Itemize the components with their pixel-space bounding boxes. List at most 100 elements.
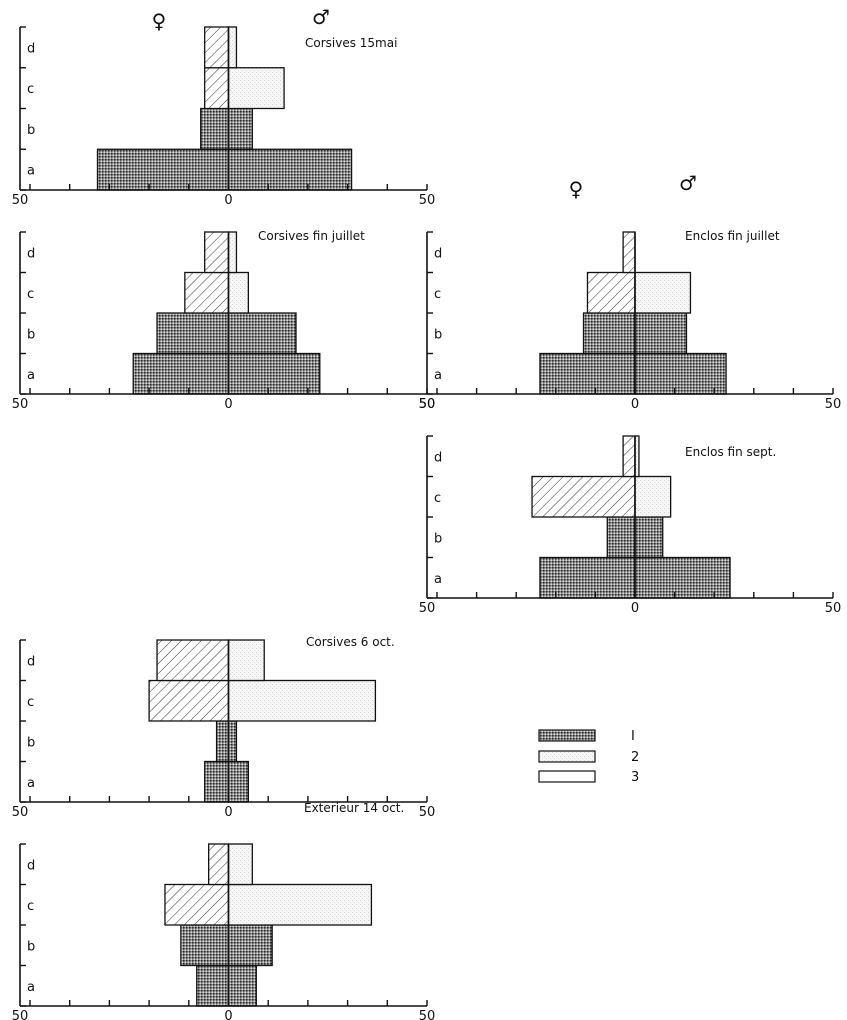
x-tick-label: 0 [631,601,639,616]
pyramid-chart: Enclos fin juillet a b c d 50 0 50 [419,229,842,412]
male-bar-a [227,352,321,395]
female-symbol: ♀ [569,177,584,201]
category-label: d [27,858,35,873]
chart-title: Enclos fin juillet [685,229,780,243]
male-bar-a [227,964,257,1007]
female-bar-a [196,964,230,1007]
category-label: d [27,41,35,56]
female-bar-b [200,107,230,150]
category-label: a [27,980,35,995]
male-bar-c [227,883,373,926]
category-label: a [27,368,35,383]
category-label: b [27,327,35,342]
pyramid-chart: Corsives fin juillet a b c d 50 0 50 [12,229,436,412]
male-bar-d [227,843,253,886]
female-bar-b [156,312,230,355]
female-bar-d [156,639,230,682]
category-label: d [434,450,442,465]
x-tick-label: 50 [12,397,29,412]
category-label: d [434,246,442,261]
female-bar-b [180,924,230,967]
male-bar-a [634,352,727,395]
chart-title: Enclos fin sept. [685,445,776,459]
female-bar-d [204,231,230,274]
category-label: a [434,572,442,587]
female-bar-b [215,720,230,763]
female-bar-d [622,231,636,274]
category-label: d [27,654,35,669]
category-label: b [27,939,35,954]
legend-label-1: I [631,729,635,744]
female-bar-c [586,271,636,314]
male-bar-b [227,924,273,967]
female-bar-d [204,26,230,69]
legend-label-2: 2 [631,750,639,765]
category-label: a [434,368,442,383]
pyramid-chart: Enclos fin sept. a b c d 50 0 50 [419,435,842,616]
female-bar-a [539,556,636,599]
category-label: c [434,287,441,302]
female-bar-a [204,760,230,803]
legend-label-3: 3 [631,770,639,785]
category-label: a [27,776,35,791]
x-tick-label: 50 [419,1009,436,1020]
category-label: c [27,287,34,302]
x-tick-label: 50 [12,805,29,820]
male-bar-d [227,26,238,69]
female-bar-a [96,148,230,191]
x-tick-label: 0 [224,805,232,820]
female-bar-c [531,475,636,518]
category-label: b [434,531,442,546]
female-bar-a [132,352,230,395]
female-bar-c [204,67,230,110]
male-bar-a [634,556,731,599]
female-bar-a [539,352,636,395]
x-tick-label: 0 [224,193,232,208]
female-bar-b [582,312,636,355]
female-bar-c [148,679,230,722]
x-tick-label: 50 [419,193,436,208]
x-tick-label: 0 [224,1009,232,1020]
female-bar-d [207,843,230,886]
category-label: b [434,327,442,342]
category-label: b [27,123,35,138]
category-label: c [27,899,34,914]
x-tick-label: 50 [12,1009,29,1020]
male-bar-d [227,639,265,682]
male-bar-b [634,312,688,355]
x-tick-label: 50 [419,397,436,412]
male-bar-c [227,271,250,314]
male-symbol: ♂ [312,5,330,29]
female-symbol: ♀ [152,9,167,33]
chart-title: Corsives fin juillet [258,229,365,243]
category-label: d [27,246,35,261]
male-symbol: ♂ [679,171,697,195]
legend: I 2 3 [538,729,639,785]
legend-swatch-1 [538,729,596,742]
male-bar-a [227,148,353,191]
category-label: a [27,164,35,179]
x-tick-label: 0 [224,397,232,412]
male-bar-b [227,312,297,355]
male-bar-a [227,760,250,803]
male-bar-c [634,475,672,518]
female-bar-d [622,435,636,478]
male-bar-c [227,67,285,110]
male-bar-b [227,107,253,150]
x-tick-label: 0 [631,397,639,412]
male-bar-b [227,720,238,763]
male-bar-c [634,271,692,314]
category-label: c [434,491,441,506]
category-label: c [27,82,34,97]
male-bar-b [634,516,664,559]
male-bar-d [227,231,238,274]
category-label: b [27,735,35,750]
x-tick-label: 50 [419,397,436,412]
x-tick-label: 50 [12,193,29,208]
pyramid-chart: Corsives 6 oct. a b c d 50 0 50 [12,635,436,820]
x-tick-label: 50 [825,601,842,616]
x-tick-label: 50 [419,805,436,820]
pyramid-chart: Corsives 15mai a b c d 50 0 50 [12,26,436,208]
chart-title: Exterieur 14 oct. [304,801,404,815]
